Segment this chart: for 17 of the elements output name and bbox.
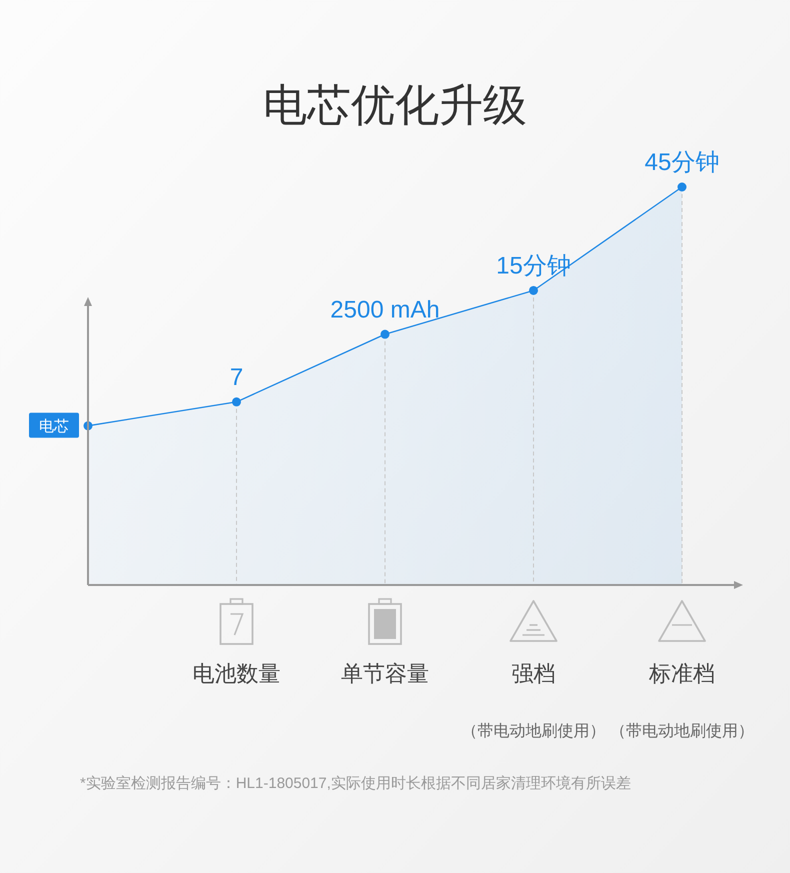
point <box>678 182 686 192</box>
x-tick-label: 单节容量 <box>341 661 429 686</box>
annotation: 7 <box>230 364 244 391</box>
text: 电芯 <box>39 418 69 435</box>
chart-title: 电芯优化升级 <box>263 81 527 130</box>
text: *实验室检测报告编号：HL1-1805017,实际使用时长根据不同居家清理环境有所误差 <box>80 775 631 792</box>
text: （带电动地刷使用） <box>610 722 754 740</box>
x-tick-label: 强档 <box>512 661 556 686</box>
x-tick-label: 标准档 <box>648 661 715 686</box>
annotation: 2500 mAh <box>330 296 440 324</box>
point <box>232 397 241 406</box>
text: （带电动地刷使用） <box>462 722 606 740</box>
x-tick-label: 电池数量 <box>192 661 280 686</box>
annotation: 15分钟 <box>496 252 571 280</box>
point <box>529 286 538 295</box>
annotation: 45分钟 <box>644 149 720 176</box>
point <box>380 330 390 339</box>
